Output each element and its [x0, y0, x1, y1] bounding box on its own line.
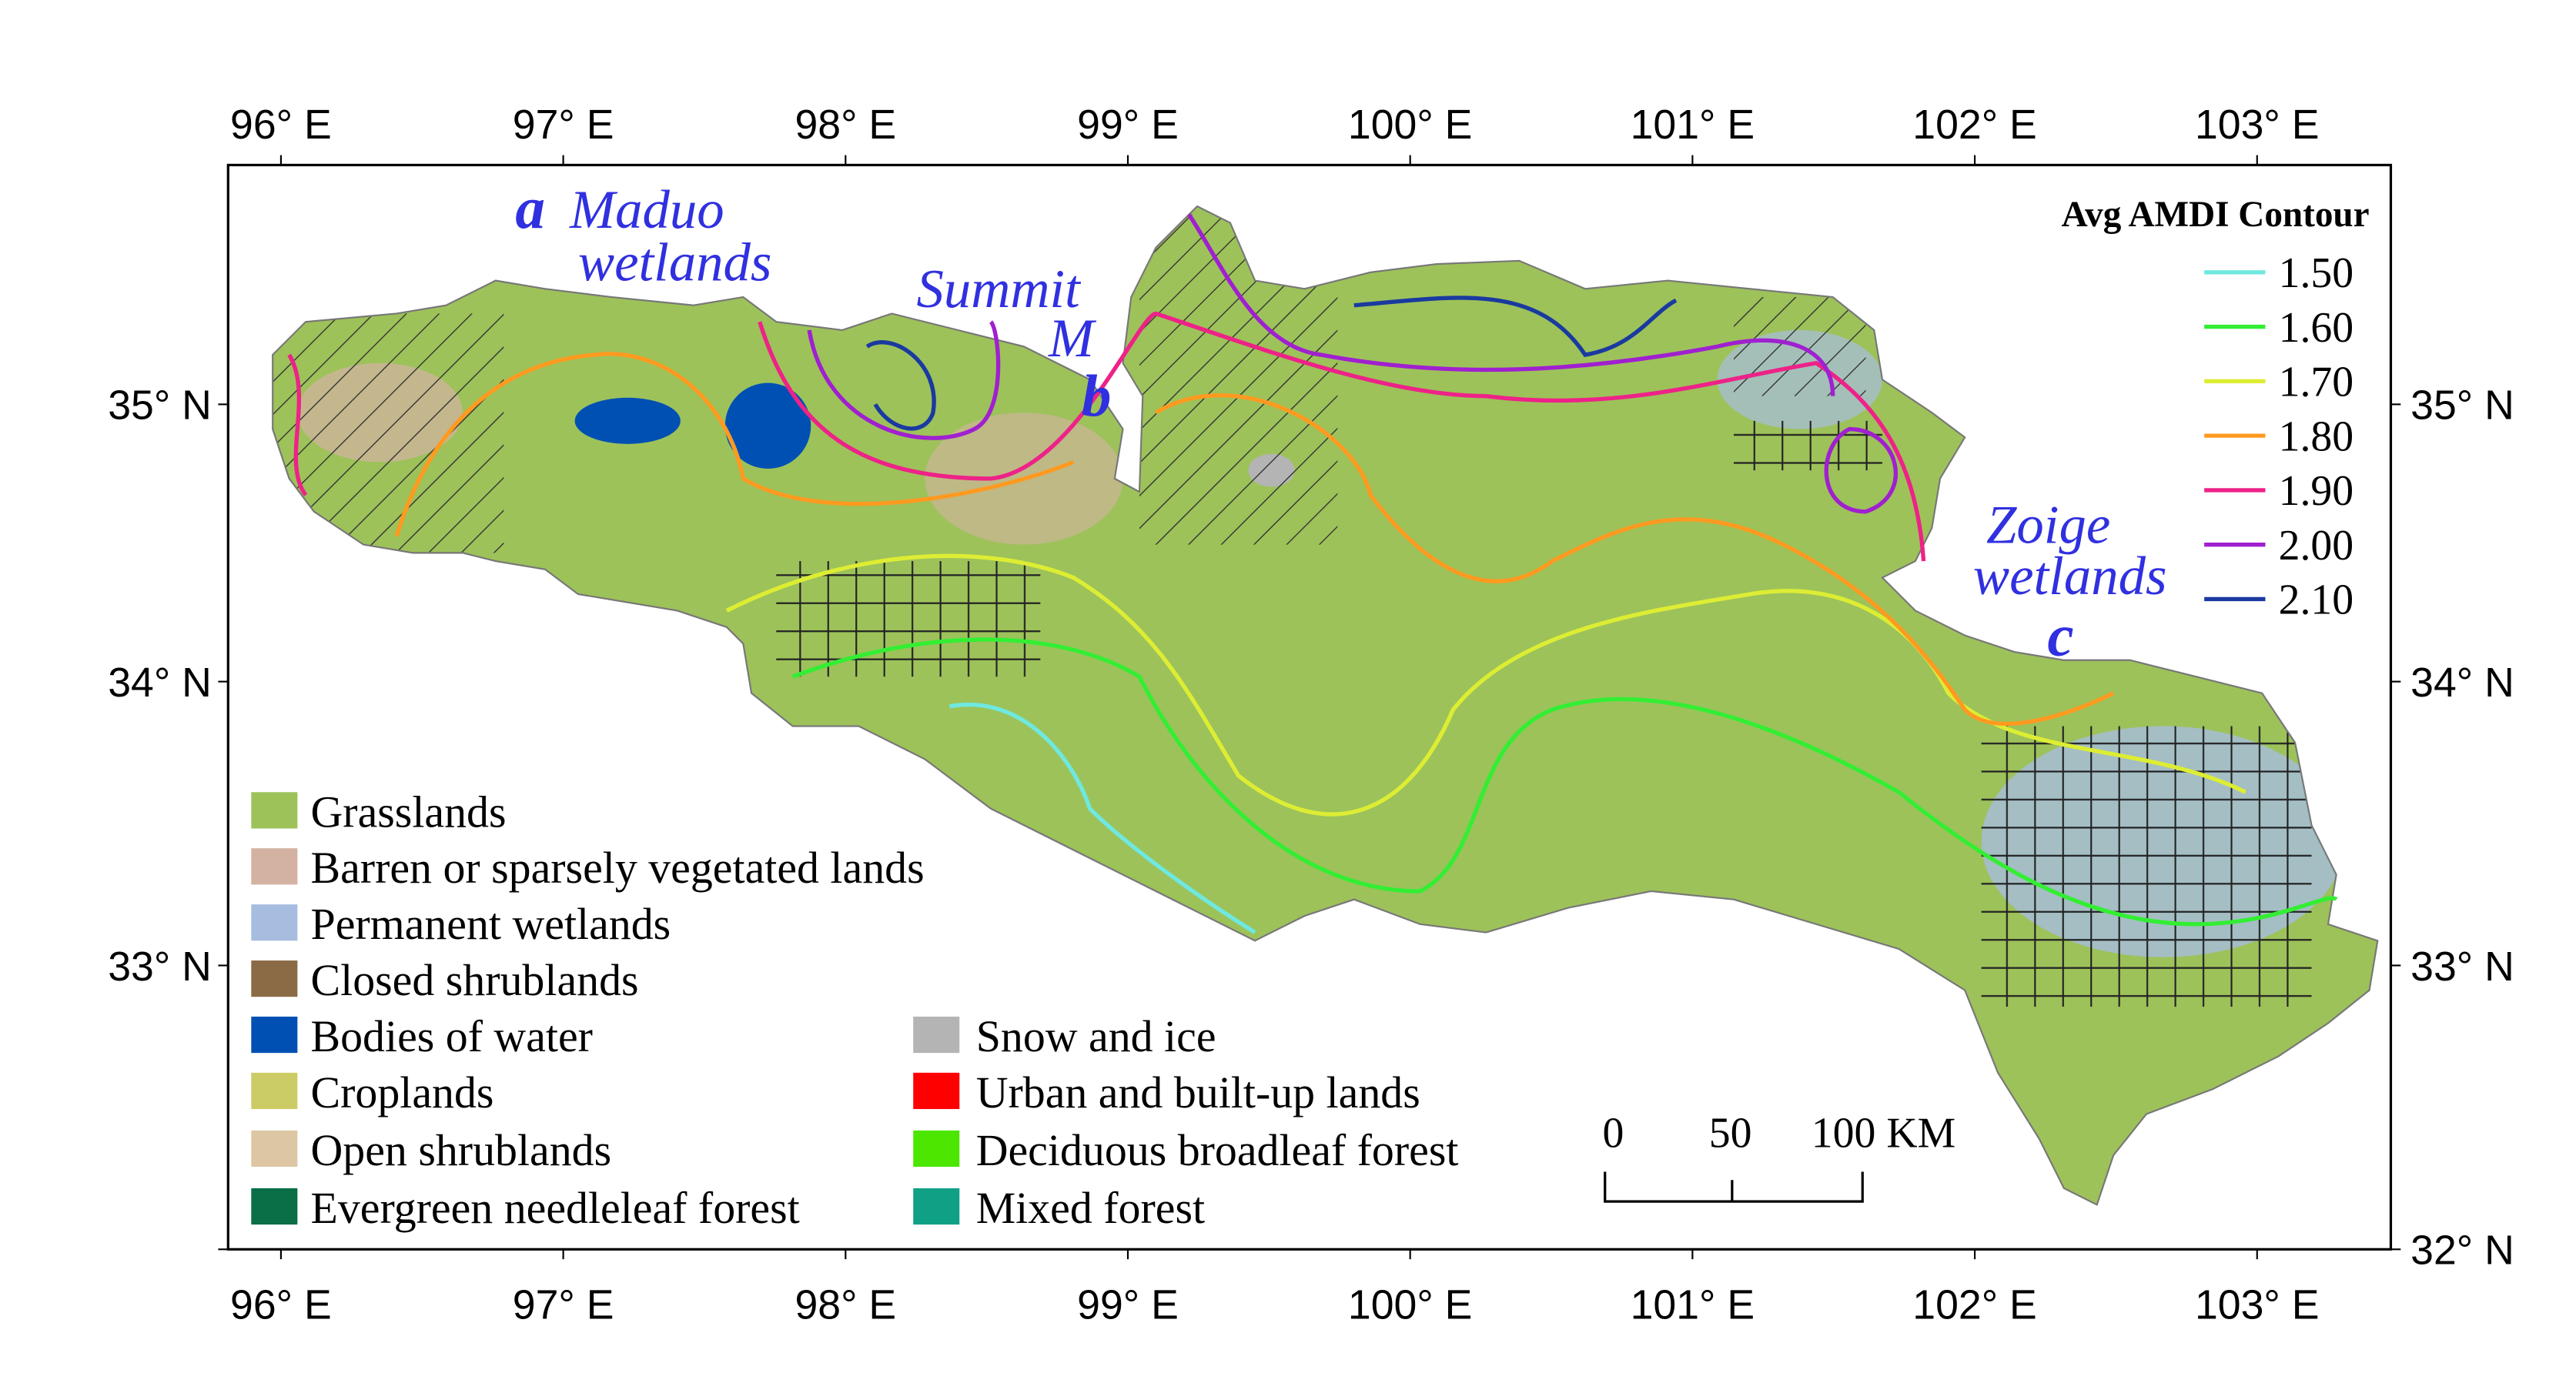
- legend-label: Deciduous broadleaf forest: [976, 1125, 1459, 1175]
- legend-label: Urban and built-up lands: [976, 1067, 1420, 1117]
- scale-label: 100 KM: [1812, 1109, 1955, 1157]
- latitude-label: 35° N: [108, 382, 212, 429]
- annotation-letter: c: [2047, 602, 2073, 668]
- legend-swatch: [913, 1016, 960, 1054]
- legend-label: Open shrublands: [311, 1125, 612, 1175]
- contour-line: [948, 703, 1256, 934]
- crossed-area: [1981, 726, 2312, 1007]
- annotation-text: M: [1048, 309, 1097, 369]
- latitude-label: 34° N: [2410, 660, 2514, 706]
- annotation-b: Summit M b: [917, 259, 1112, 429]
- longitude-label: 98° E: [795, 1281, 896, 1328]
- legend-swatch: [913, 1072, 960, 1110]
- contour-line: [725, 553, 2246, 817]
- contour-legend-label: 1.50: [2279, 249, 2354, 297]
- annotation-c: Zoige wetlands c: [1973, 496, 2167, 669]
- scale-label: 50: [1709, 1109, 1752, 1157]
- longitude-label: 103° E: [2195, 1281, 2320, 1328]
- contours: [287, 213, 2338, 934]
- annotation-letter: b: [1082, 362, 1112, 429]
- legend-swatch: [251, 848, 298, 885]
- longitude-label: 96° E: [230, 1281, 332, 1328]
- lake: [574, 397, 681, 444]
- scale-bar: 0 50 100 KM: [1603, 1109, 1955, 1203]
- contour-legend-label: 1.80: [2279, 413, 2354, 460]
- longitude-label: 103° E: [2195, 102, 2320, 148]
- contour-legend-label: 2.10: [2279, 576, 2354, 624]
- latitude-label: 33° N: [108, 944, 212, 990]
- annotation-a: a Maduo wetlands: [515, 175, 771, 293]
- latitude-labels-right: 35° N 34° N 33° N 32° N: [2390, 382, 2514, 1274]
- contour-line: [865, 296, 1678, 431]
- legend-swatch: [251, 1016, 298, 1054]
- longitude-labels-top: 96° E 97° E 98° E 99° E 100° E 101° E 102° E 10…: [230, 102, 2320, 165]
- latitude-label: 35° N: [2410, 382, 2514, 429]
- legend-swatch: [251, 1130, 298, 1168]
- legend-swatch: [251, 792, 298, 829]
- contour-line: [394, 352, 2115, 727]
- longitude-label: 100° E: [1348, 102, 1473, 148]
- legend-label: Grasslands: [311, 787, 507, 837]
- legend-swatch: [251, 904, 298, 941]
- longitude-label: 101° E: [1631, 1281, 1755, 1328]
- contour-legend-label: 2.00: [2279, 522, 2354, 570]
- longitude-label: 96° E: [230, 102, 332, 148]
- longitude-label: 99° E: [1077, 102, 1179, 148]
- contour-legend-label: 1.70: [2279, 359, 2354, 406]
- legend-swatch: [251, 1072, 298, 1110]
- legend-swatch: [251, 1188, 298, 1225]
- legend-label: Permanent wetlands: [311, 899, 671, 949]
- latitude-labels-left: 35° N 34° N 33° N: [108, 382, 229, 1251]
- longitude-labels-bottom: 96° E 97° E 98° E 99° E 100° E 101° E 102° E 10…: [230, 1249, 2320, 1328]
- longitude-label: 100° E: [1348, 1281, 1473, 1328]
- legend-label: Snow and ice: [976, 1011, 1216, 1061]
- annotation-text: wetlands: [578, 233, 772, 293]
- contour-legend: Avg AMDI Contour 1.50 1.60 1.70 1.80 1.90 2.0…: [2062, 195, 2370, 624]
- lake: [724, 382, 811, 469]
- longitude-label: 101° E: [1631, 102, 1755, 148]
- legend-swatch: [251, 960, 298, 997]
- contour-line: [791, 637, 2338, 927]
- legend-swatch: [913, 1188, 960, 1225]
- scale-bar-line: [1604, 1171, 1864, 1203]
- contour-legend-label: 1.60: [2279, 304, 2354, 352]
- legend-label: Croplands: [311, 1067, 494, 1117]
- land-cover-legend: Grasslands Barren or sparsely vegetated l…: [251, 787, 1458, 1233]
- legend-label: Bodies of water: [311, 1011, 593, 1061]
- legend-label: Mixed forest: [976, 1183, 1205, 1233]
- contour-line: [807, 213, 1898, 514]
- annotation-text: wetlands: [1973, 546, 2167, 606]
- longitude-label: 99° E: [1077, 1281, 1179, 1328]
- annotation-letter: a: [515, 175, 545, 241]
- longitude-label: 102° E: [1912, 1281, 2037, 1328]
- legend-swatch: [913, 1130, 960, 1168]
- annotation-text: Zoige: [1986, 496, 2110, 556]
- longitude-label: 98° E: [795, 102, 896, 148]
- contour-line: [287, 311, 1926, 562]
- crossed-area: [776, 561, 1041, 677]
- longitude-label: 102° E: [1912, 102, 2037, 148]
- scale-label: 0: [1603, 1109, 1624, 1157]
- legend-label: Evergreen needleleaf forest: [311, 1183, 800, 1233]
- annotation-text: Maduo: [569, 180, 724, 240]
- legend-label: Barren or sparsely vegetated lands: [311, 843, 925, 893]
- latitude-label: 32° N: [2410, 1228, 2514, 1274]
- latitude-label: 33° N: [2410, 944, 2514, 990]
- annotation-text: Summit: [917, 259, 1082, 319]
- contour-legend-label: 1.90: [2279, 467, 2354, 515]
- contour-legend-title: Avg AMDI Contour: [2062, 195, 2370, 235]
- longitude-label: 97° E: [513, 102, 614, 148]
- latitude-label: 34° N: [108, 660, 212, 706]
- longitude-label: 97° E: [513, 1281, 614, 1328]
- legend-label: Closed shrublands: [311, 955, 639, 1005]
